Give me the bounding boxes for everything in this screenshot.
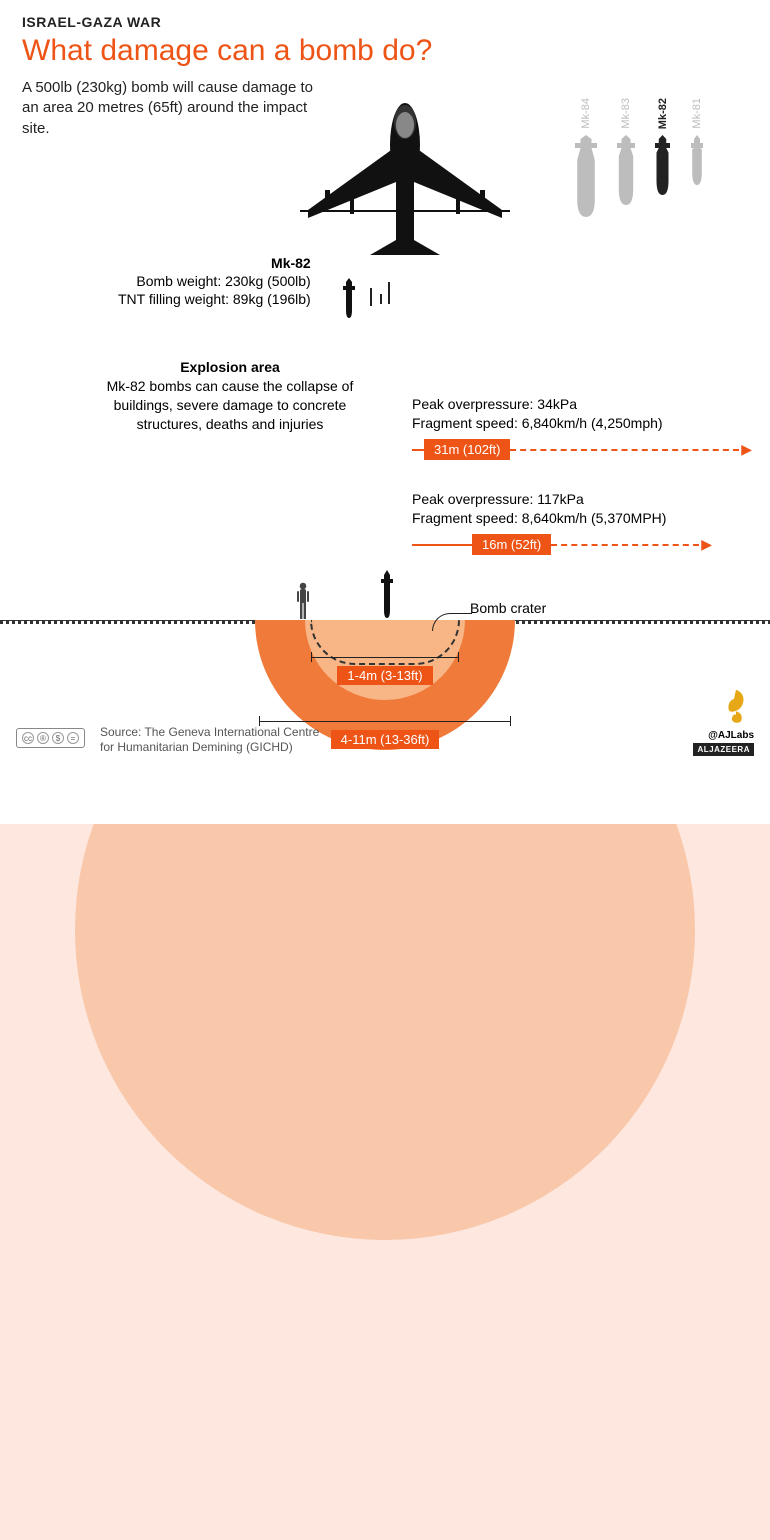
bomb-variant-label: Mk-84 [580, 98, 592, 129]
brand-outlet: ALJAZEERA [693, 743, 754, 756]
bomb-variant: Mk-81 [685, 98, 709, 187]
arrow-icon: ▶ [741, 440, 752, 459]
range-line-dashed [551, 544, 699, 546]
range-line [412, 544, 472, 546]
cc-license-badge: cc®$= [16, 728, 85, 748]
lede-text: A 500lb (230kg) bomb will cause damage t… [22, 78, 322, 139]
drop-tick [370, 288, 372, 306]
arrow-icon: ▶ [701, 535, 712, 554]
bomb-variant-label: Mk-82 [657, 98, 669, 129]
bomb-variant-label: Mk-83 [620, 98, 632, 129]
explainer-heading: Explosion area [180, 359, 280, 375]
explosion-explainer: Explosion area Mk-82 bombs can cause the… [90, 358, 370, 434]
fighter-jet-icon [300, 90, 510, 260]
drop-tick [388, 282, 390, 304]
bomb-icon [686, 133, 708, 187]
aljazeera-logo-icon [718, 688, 754, 724]
spec-weight: Bomb weight: 230kg (500lb) [118, 272, 311, 290]
source-text: Source: The Geneva International Centre … [100, 725, 330, 756]
bomb-variant: Mk-84 [570, 98, 602, 219]
explainer-body: Mk-82 bombs can cause the collapse of bu… [107, 378, 354, 432]
outer-metrics: Peak overpressure: 34kPa Fragment speed:… [412, 395, 752, 460]
bomb-icon [570, 133, 602, 219]
inner-frag: Fragment speed: 8,640km/h (5,370MPH) [412, 509, 712, 528]
kicker: ISRAEL-GAZA WAR [22, 14, 161, 30]
bomb-variant-label: Mk-81 [691, 98, 703, 129]
drop-tick [380, 294, 382, 304]
crater-label: Bomb crater [470, 600, 546, 616]
bomb-variant: Mk-83 [612, 98, 640, 207]
bomb-icon [612, 133, 640, 207]
crater-leader-line [432, 613, 472, 631]
falling-bomb-icon [340, 276, 358, 320]
bomb-icon [650, 133, 675, 197]
crater-depth-value: 1-4m (3-13ft) [337, 666, 432, 685]
brand-handle: @AJLabs [693, 730, 754, 741]
crater-width-value: 4-11m (13-36ft) [331, 730, 440, 749]
bomb-variant: Mk-82 [650, 98, 675, 197]
impact-bomb-icon [380, 568, 394, 620]
spec-tnt: TNT filling weight: 89kg (196lb) [118, 290, 311, 308]
outer-range-bar: 31m (102ft) [424, 439, 510, 461]
bomb-specs: Mk-82 Bomb weight: 230kg (500lb) TNT fil… [118, 254, 311, 309]
person-icon [295, 582, 311, 620]
bomb-comparison: Mk-84 Mk-83 Mk-82 Mk-81 [570, 98, 709, 219]
spec-name: Mk-82 [118, 254, 311, 272]
crater-depth: 1-4m (3-13ft) [311, 652, 459, 685]
inner-metrics: Peak overpressure: 117kPa Fragment speed… [412, 490, 712, 555]
range-line [412, 449, 424, 451]
brand-block: @AJLabs ALJAZEERA [693, 688, 754, 756]
page-title: What damage can a bomb do? [22, 34, 432, 68]
outer-frag: Fragment speed: 6,840km/h (4,250mph) [412, 414, 752, 433]
inner-range-bar: 16m (52ft) [472, 534, 551, 556]
range-line-dashed [510, 449, 739, 451]
outer-pressure: Peak overpressure: 34kPa [412, 395, 752, 414]
inner-pressure: Peak overpressure: 117kPa [412, 490, 712, 509]
